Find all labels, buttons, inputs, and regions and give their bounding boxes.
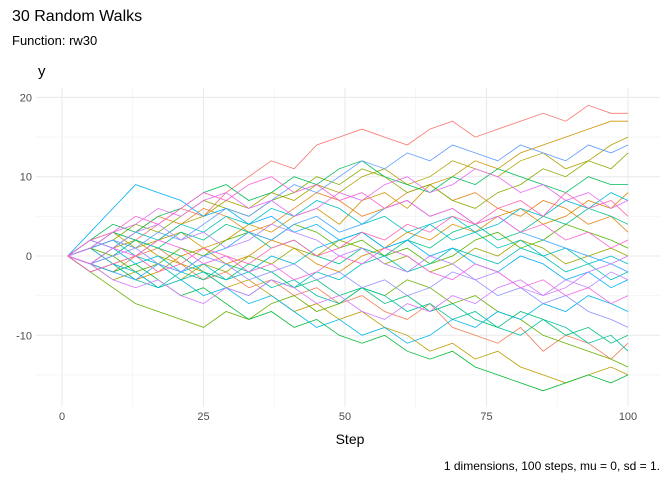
x-tick-label: 50 — [339, 411, 351, 423]
x-axis-label: Step — [335, 431, 365, 447]
x-tick-label: 75 — [480, 411, 492, 423]
random-walk-line-29 — [67, 176, 629, 257]
random-walk-line-9 — [67, 152, 629, 257]
y-tick-label: 10 — [20, 172, 32, 184]
random-walk-line-28 — [67, 239, 629, 305]
random-walk-line-4 — [67, 192, 629, 281]
random-walk-line-14 — [67, 239, 629, 344]
random-walk-line-6 — [67, 239, 629, 384]
chart-caption: 1 dimensions, 100 steps, mu = 0, sd = 1. — [443, 459, 660, 473]
random-walk-line-22 — [67, 200, 629, 281]
y-axis-label: y — [38, 63, 46, 80]
x-tick-label: 0 — [59, 411, 65, 423]
random-walk-line-23 — [67, 144, 629, 257]
y-tick-label: -10 — [16, 330, 32, 342]
random-walk-line-19 — [67, 192, 629, 281]
random-walk-line-3 — [67, 184, 629, 257]
random-walk-line-11 — [67, 223, 629, 273]
random-walk-line-18 — [67, 200, 629, 265]
random-walk-line-2 — [67, 247, 629, 360]
random-walk-line-21 — [67, 184, 629, 289]
y-tick-label: 0 — [26, 251, 32, 263]
random-walk-line-25 — [67, 223, 629, 297]
random-walk-line-16 — [67, 255, 629, 352]
random-walk-line-30 — [67, 192, 629, 273]
x-tick-label: 25 — [197, 411, 209, 423]
random-walk-line-15 — [67, 207, 629, 265]
random-walk-line-13 — [67, 160, 628, 257]
random-walk-line-1 — [67, 104, 628, 257]
random-walk-line-12 — [67, 255, 629, 392]
random-walk-line-20 — [67, 247, 629, 344]
chart-title: 30 Random Walks — [12, 8, 143, 25]
x-tick-label: 100 — [619, 411, 637, 423]
random-walk-line-24 — [67, 247, 629, 328]
chart-subtitle: Function: rw30 — [12, 33, 98, 48]
random-walk-line-17 — [67, 239, 629, 297]
random-walk-line-5 — [67, 120, 628, 265]
y-tick-label: 20 — [20, 92, 32, 104]
random-walk-line-26 — [67, 255, 629, 320]
